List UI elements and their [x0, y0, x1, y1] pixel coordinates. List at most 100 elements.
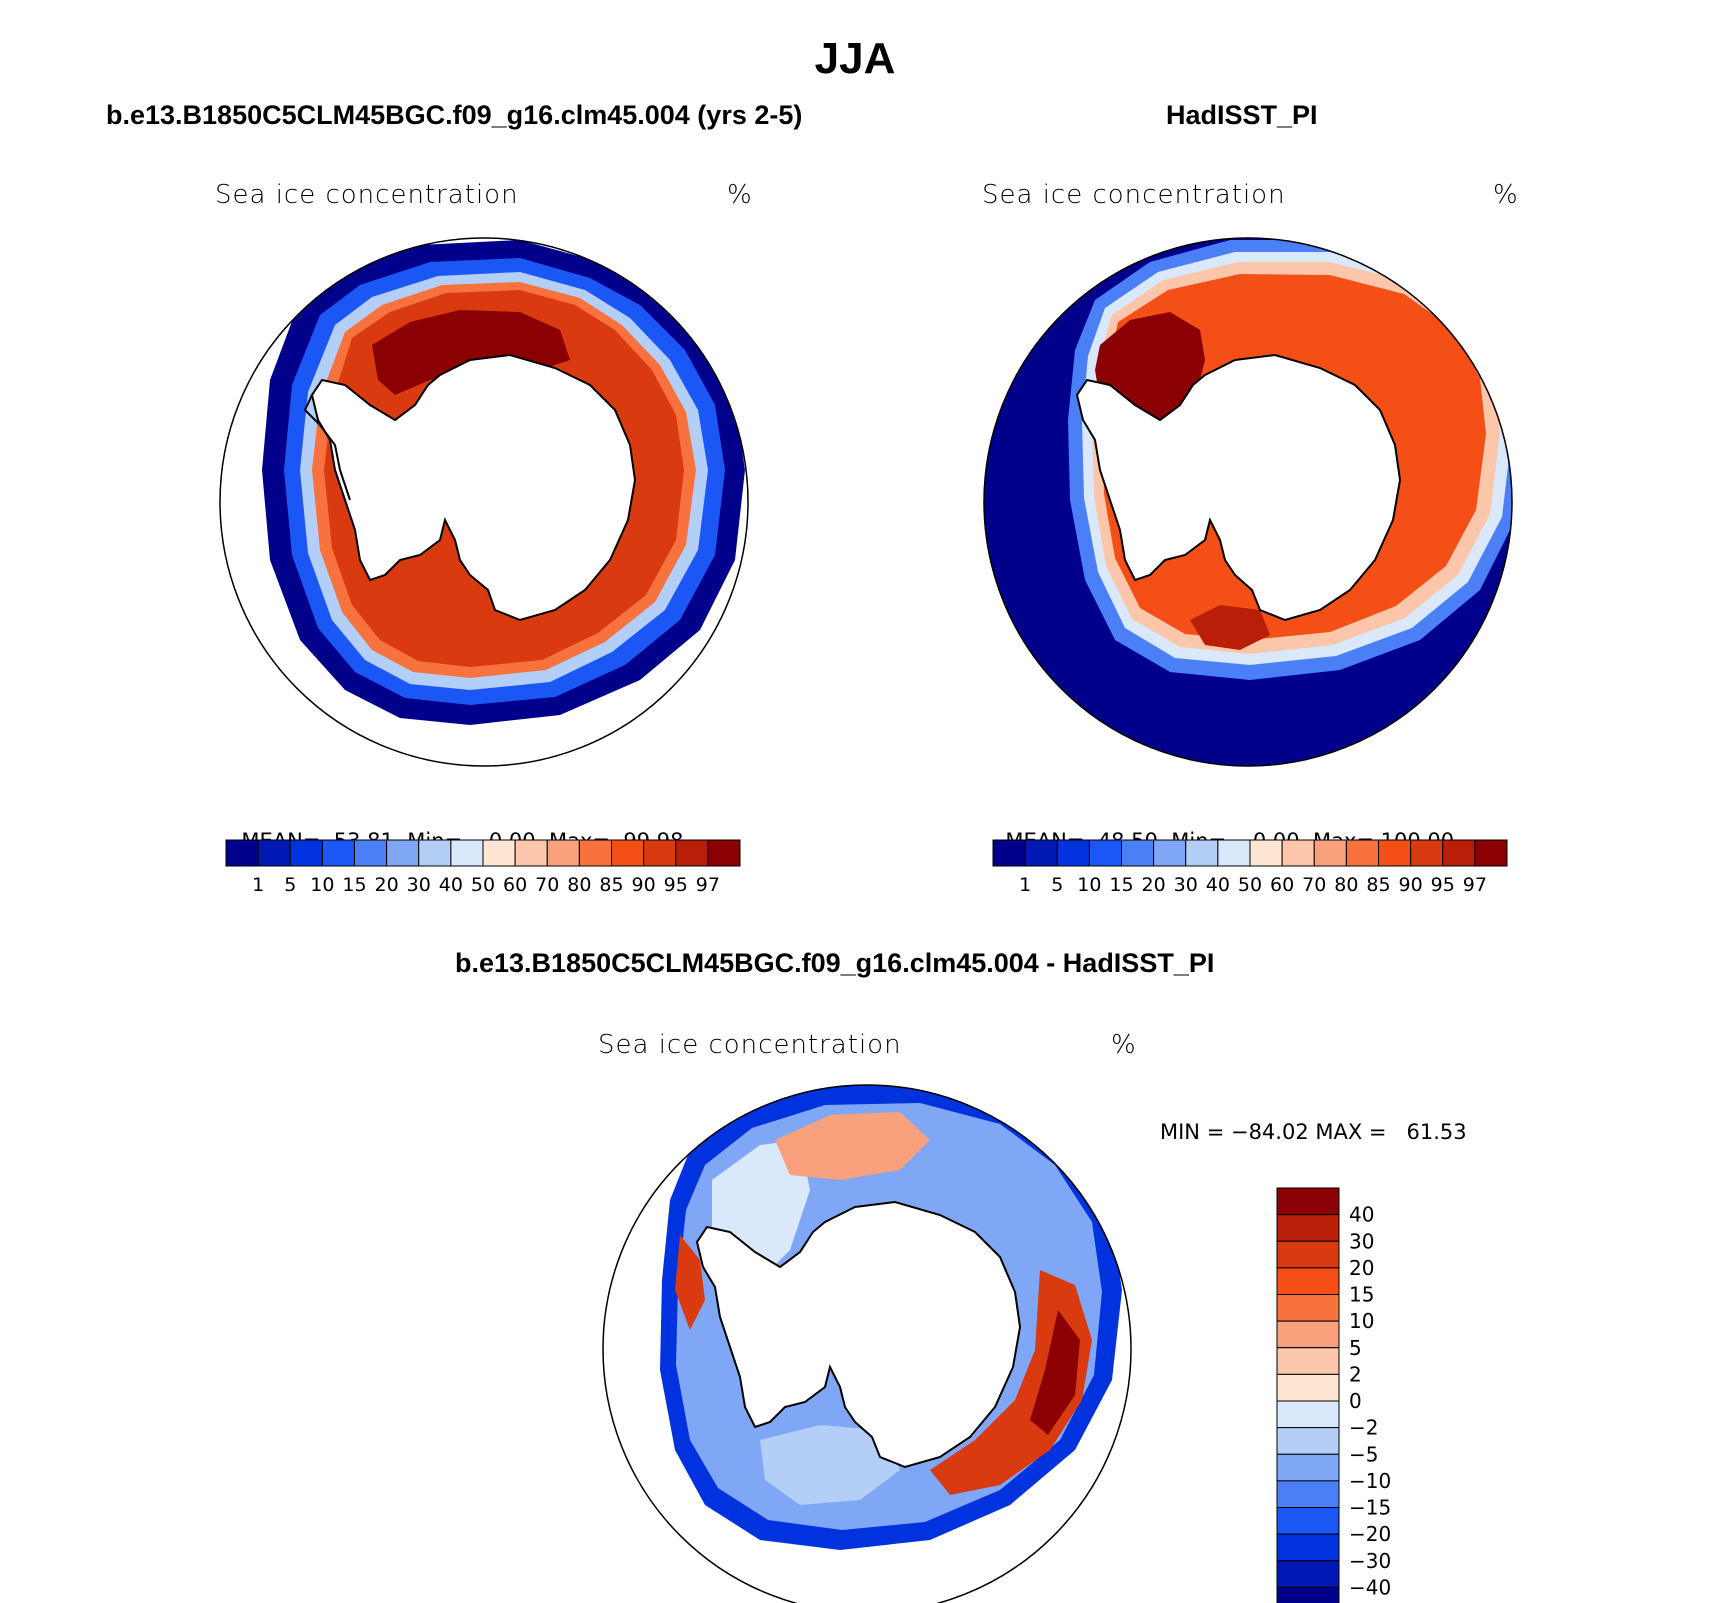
colorbar-tick-label: 95: [1431, 874, 1455, 896]
colorbar-swatch: [1276, 1320, 1340, 1349]
panel-header-diff: b.e13.B1850C5CLM45BGC.f09_g16.clm45.004 …: [455, 948, 1215, 978]
colorbar-tick-label: 1: [1019, 874, 1031, 896]
field-label-diff: Sea ice concentration: [598, 1030, 902, 1060]
colorbar-tick-label: −20: [1349, 1522, 1391, 1546]
colorbar-swatch: [1056, 839, 1090, 867]
colorbar-tick-label: 97: [1463, 874, 1487, 896]
colorbar-tick-label: 85: [599, 874, 623, 896]
colorbar-tick-label: 0: [1349, 1389, 1362, 1413]
colorbar-tick-label: 30: [1349, 1229, 1374, 1253]
colorbar-swatch: [1276, 1586, 1340, 1603]
colorbar-swatch: [1378, 839, 1412, 867]
colorbar-tick-label: 5: [1349, 1336, 1362, 1360]
colorbar-swatch: [450, 839, 484, 867]
colorbar-tick-label: 85: [1366, 874, 1390, 896]
colorbar-tick-label: 10: [1077, 874, 1101, 896]
colorbar-tick-label: 20: [1349, 1256, 1374, 1280]
map-obs-border: [983, 237, 1513, 767]
map-obs-band-darkred-2: [1190, 605, 1270, 650]
colorbar-tick-label: 20: [1142, 874, 1166, 896]
colorbar-swatch: [1088, 839, 1122, 867]
colorbar-swatch: [257, 839, 291, 867]
colorbar-tick-label: 5: [284, 874, 296, 896]
colorbar-swatch: [1276, 1453, 1340, 1482]
colorbar-swatch: [1276, 1507, 1340, 1535]
colorbar-swatch: [1276, 1187, 1340, 1216]
colorbar-tick-label: 5: [1051, 874, 1063, 896]
colorbar-swatch: [1410, 839, 1444, 867]
colorbar-tick-label: −5: [1349, 1442, 1378, 1466]
colorbar-swatch: [1276, 1480, 1340, 1508]
map-diff: [602, 1084, 1132, 1603]
colorbar-swatch: [1276, 1347, 1340, 1375]
colorbar-tick-label: 20: [375, 874, 399, 896]
colorbar-swatch: [1121, 839, 1155, 867]
colorbar-swatch: [418, 839, 452, 867]
colorbar-tick-label: 70: [535, 874, 559, 896]
map-model-border: [219, 237, 749, 767]
units-label-model: %: [727, 180, 753, 210]
colorbar-tick-label: 10: [1349, 1309, 1374, 1333]
map-obs-antarctica: [1075, 353, 1402, 622]
stats-diff: MIN = −84.02 MAX = 61.53: [1160, 1120, 1467, 1144]
map-obs: [983, 237, 1513, 767]
map-model-peninsula: [303, 394, 351, 501]
colorbar-swatch: [1276, 1267, 1340, 1295]
colorbar-tick-label: 40: [1206, 874, 1230, 896]
colorbar-swatch: [1313, 839, 1347, 867]
colorbar-tick-label: 40: [1349, 1203, 1374, 1227]
colorbar-swatch: [1276, 1214, 1340, 1242]
colorbar-tick-label: 30: [1174, 874, 1198, 896]
field-label-obs: Sea ice concentration: [982, 180, 1286, 210]
colorbar-swatch: [386, 839, 420, 867]
colorbar-swatch: [1276, 1427, 1340, 1455]
colorbar-swatch: [1281, 839, 1315, 867]
colorbar-swatch: [354, 839, 388, 867]
panel-header-model: b.e13.B1850C5CLM45BGC.f09_g16.clm45.004 …: [106, 100, 803, 130]
colorbar-swatch: [1024, 839, 1058, 867]
map-diff-red-east: [930, 1270, 1092, 1495]
colorbar-swatch: [1217, 839, 1251, 867]
colorbar-swatch: [1474, 839, 1508, 867]
map-diff-border: [602, 1084, 1132, 1603]
colorbar-tick-label: 97: [696, 874, 720, 896]
panel-header-obs: HadISST_PI: [1166, 100, 1318, 130]
colorbar-tick-label: 15: [1349, 1283, 1374, 1307]
colorbar-tick-label: 95: [664, 874, 688, 896]
colorbar-swatch: [1276, 1240, 1340, 1269]
colorbar-tick-label: −30: [1349, 1549, 1391, 1573]
figure-title: JJA: [814, 34, 896, 83]
colorbar-swatch: [1185, 839, 1219, 867]
colorbar-swatch: [546, 839, 580, 867]
colorbar-tick-label: 60: [503, 874, 527, 896]
colorbar-swatch: [482, 839, 516, 867]
colorbar-tick-label: 40: [439, 874, 463, 896]
colorbar-tick-label: 30: [407, 874, 431, 896]
map-diff-peach-top: [775, 1112, 930, 1180]
colorbar-tick-label: 1: [252, 874, 264, 896]
colorbar-tick-label: 70: [1302, 874, 1326, 896]
colorbar-tick-label: −10: [1349, 1469, 1391, 1493]
map-diff-light-south: [760, 1425, 900, 1505]
colorbar-tick-label: −2: [1349, 1416, 1378, 1440]
colorbar-obs: 1 5 10 15 20 30 40 50 60 70 80 85 90 95 97: [992, 839, 1508, 896]
colorbar-swatch: [321, 839, 355, 867]
colorbar-swatch: [675, 839, 709, 867]
colorbar-swatch: [1249, 839, 1283, 867]
colorbar-swatch: [611, 839, 645, 867]
colorbar-tick-label: 90: [1399, 874, 1423, 896]
colorbar-tick-label: −15: [1349, 1496, 1391, 1520]
colorbar-tick-label: 15: [1109, 874, 1133, 896]
map-diff-red-west: [675, 1235, 705, 1330]
map-diff-darkred-east: [1030, 1310, 1080, 1435]
colorbar-swatch: [1345, 839, 1379, 867]
colorbar-swatch: [578, 839, 612, 867]
colorbar-model: 1 5 10 15 20 30 40 50 60 70 80 85 90 95 97: [225, 839, 741, 896]
colorbar-swatch: [1153, 839, 1187, 867]
colorbar-tick-label: 10: [310, 874, 334, 896]
map-diff-antarctica: [695, 1200, 1022, 1469]
colorbar-tick-label: 50: [471, 874, 495, 896]
colorbar-tick-label: 60: [1270, 874, 1294, 896]
